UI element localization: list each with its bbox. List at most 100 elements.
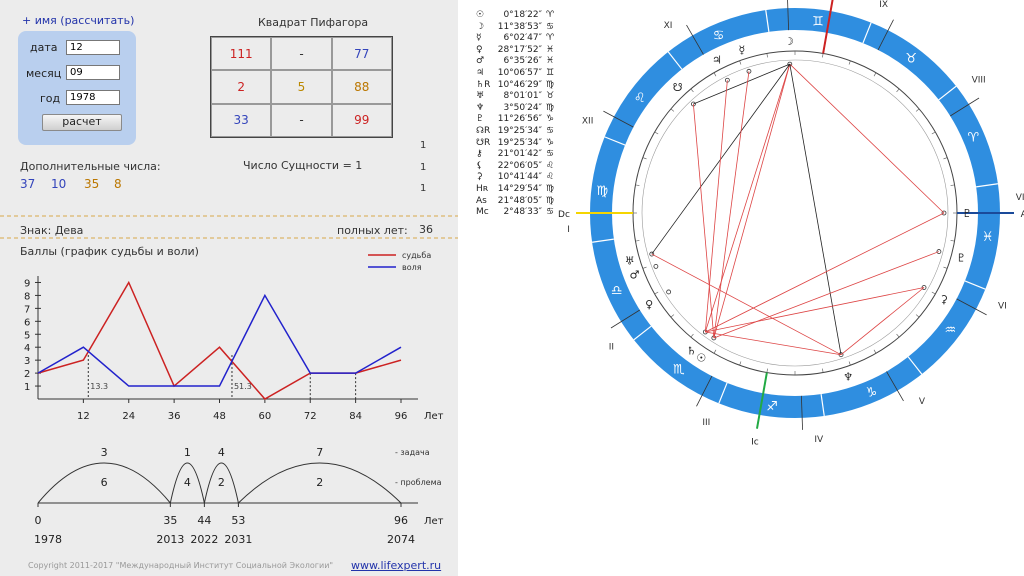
date-label: дата [30, 41, 58, 54]
angle-label: Ic [751, 437, 759, 447]
house-label: V [919, 397, 926, 407]
age-label: 44 [197, 514, 211, 527]
planet-glyph: ⚸ [476, 160, 483, 171]
degree-tick [931, 291, 936, 295]
y-tick-label: 6 [24, 317, 30, 328]
y-tick-label: 5 [24, 330, 30, 341]
side-number: 1 [420, 140, 427, 151]
timeline-axis-label: Лет [424, 516, 444, 527]
planet-degree: 3°50′24″ [503, 102, 542, 113]
extra-number: 37 [20, 177, 36, 191]
x-tick-label: 84 [349, 411, 362, 422]
degree-tick [931, 131, 936, 135]
age-label: 96 [394, 514, 408, 527]
problem-number: 2 [218, 476, 225, 489]
angle-label: Dc [558, 210, 570, 220]
life-period-arc [238, 462, 402, 504]
degree-tick [822, 368, 824, 373]
sign-divider [976, 183, 998, 188]
legend-label: судьба [402, 251, 431, 260]
aspect-line [705, 212, 945, 333]
house-label: I [567, 225, 570, 235]
site-link[interactable]: www.lifexpert.ru [351, 559, 442, 572]
zodiac-glyph: ♏ [673, 362, 685, 377]
degree-tick [873, 349, 877, 354]
planet-sign: ♊ [545, 67, 555, 78]
year-label: 2022 [190, 533, 218, 546]
year-label: 1978 [34, 533, 62, 546]
planet-marker-icon: ☉ [696, 351, 706, 364]
planet-row: As 21°48′05″ ♍ [476, 196, 558, 208]
x-tick-label: 36 [168, 411, 181, 422]
planet-sign: ♍ [545, 102, 555, 113]
house-cusp [686, 24, 704, 55]
degree-tick [690, 88, 694, 93]
planet-glyph: ☊R [476, 125, 491, 136]
planet-marker-icon: ♄ [687, 344, 697, 357]
planet-sign: ♌ [545, 160, 555, 171]
degree-tick [950, 184, 955, 186]
x-tick-label: 60 [259, 411, 272, 422]
degree-tick [766, 368, 768, 373]
extra-number: 10 [51, 177, 67, 191]
life-period-arc [37, 462, 171, 504]
planet-glyph: ☽ [476, 21, 485, 32]
diagram-legend: - проблема [395, 478, 442, 487]
planet-sign: ♈ [545, 10, 555, 20]
y-tick-label: 2 [24, 369, 30, 380]
aspect-line [789, 63, 945, 214]
house-label: VIII [972, 76, 986, 86]
degree-tick [943, 266, 948, 269]
house-cusp [956, 298, 987, 316]
sign-divider [633, 325, 652, 341]
planet-marker-icon: ⚳ [940, 293, 948, 306]
planet-degree: 19°25′34″ [497, 125, 542, 136]
pythagoras-title: Квадрат Пифагора [258, 16, 369, 29]
year-input[interactable]: 1978 [66, 90, 120, 105]
task-number: 3 [101, 446, 108, 459]
planet-degree: 19°25′34″ [497, 137, 542, 148]
degree-tick [848, 361, 851, 366]
planet-sign: ♍ [545, 195, 555, 206]
aspect-line [789, 64, 842, 355]
x-tick-label: 12 [77, 411, 90, 422]
planet-glyph: ♄R [476, 79, 491, 90]
planet-positions-list: ☉ 0°18′22″ ♈ ☽ 11°38′53″ ♋ ☿ 6°02′47″ ♈ ♀ 28°17′52… [476, 10, 558, 219]
sign-divider [592, 238, 614, 243]
planet-row: ⚳ 10°41′44″ ♌ [476, 172, 558, 184]
aspect-line [705, 287, 925, 333]
degree-tick [670, 108, 675, 112]
side-number: 1 [420, 162, 427, 173]
intersection-label: 13.3 [90, 382, 108, 391]
planet-row: ♀ 28°17′52″ ♓ [476, 45, 558, 57]
zodiac-glyph: ♒ [945, 323, 957, 338]
aspect-line [704, 63, 791, 333]
planet-marker-icon: ♀ [645, 298, 653, 311]
date-input[interactable]: 12 [66, 40, 120, 55]
planet-row: ♄R 10°46′29″ ♍ [476, 80, 558, 92]
planet-glyph: As [476, 195, 487, 206]
aspect-line [651, 253, 842, 356]
name-calc-link[interactable]: + имя (рассчитать) [22, 14, 135, 27]
degree-tick [713, 349, 717, 354]
pythagoras-grid: 111-77 2 5 88 33-99 [210, 36, 393, 138]
aspect-line [713, 63, 791, 339]
planet-degree: 10°41′44″ [497, 172, 542, 183]
degree-tick [642, 266, 647, 269]
calculate-button[interactable]: расчет [42, 114, 122, 131]
aspect-line [693, 63, 790, 105]
planet-glyph: ♂ [476, 56, 485, 67]
x-axis-label: Лет [424, 411, 444, 422]
planet-degree: 2°48′33″ [503, 207, 542, 218]
planet-degree: 10°46′29″ [497, 79, 542, 90]
essence-number: Число Сущности = 1 [243, 159, 363, 172]
planet-sign: ♋ [545, 149, 555, 160]
month-input[interactable]: 09 [66, 65, 120, 80]
task-number: 1 [184, 446, 191, 459]
sign-divider [820, 394, 825, 416]
aspect-line [692, 103, 715, 338]
planet-marker-icon: ☿ [738, 43, 745, 56]
year-label: 2074 [387, 533, 415, 546]
planet-glyph: ☉ [476, 10, 485, 20]
